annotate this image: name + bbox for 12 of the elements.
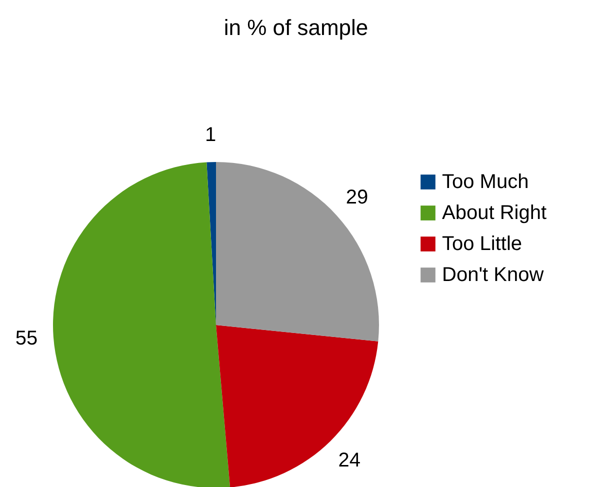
legend-label: Don't Know <box>442 264 544 286</box>
legend-label: Too Much <box>442 171 529 193</box>
legend-label: Too Little <box>442 233 522 255</box>
pie-slice <box>52 162 230 487</box>
pie-slice <box>216 162 379 342</box>
legend-label: About Right <box>442 202 547 224</box>
data-label: 29 <box>346 186 368 209</box>
data-label: 55 <box>15 328 38 350</box>
data-label: 24 <box>338 449 361 472</box>
pie-slice <box>216 325 378 487</box>
data-label: 1 <box>204 124 216 146</box>
chart-title: in % of sample <box>224 15 368 40</box>
